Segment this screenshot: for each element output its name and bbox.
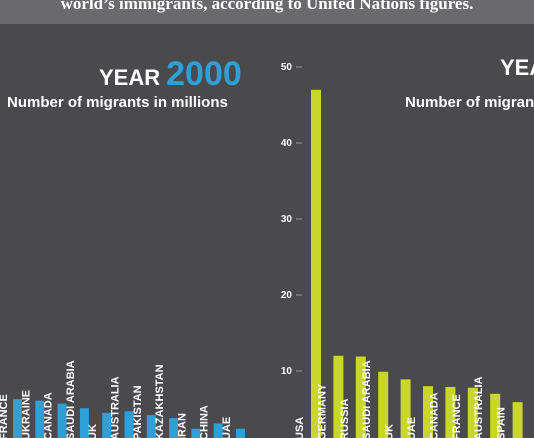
bar xyxy=(355,356,366,438)
chart-2-title: YEAR xyxy=(500,55,534,80)
bar xyxy=(311,89,321,438)
category-label: USA xyxy=(294,417,306,438)
intro-text: world’s immigrants, according to United … xyxy=(60,0,474,13)
bar xyxy=(79,408,89,438)
category-label: GERMANY xyxy=(316,383,328,438)
category-label: CHINA xyxy=(199,405,211,438)
category-label: SPAIN xyxy=(496,407,508,438)
category-label: UAE xyxy=(221,417,233,438)
category-label: IRAN xyxy=(176,413,188,438)
chart-2000-title: YEAR xyxy=(99,65,161,90)
category-label: UKRAINE xyxy=(20,390,32,438)
category-label: AUSTRALIA xyxy=(110,376,122,438)
bar xyxy=(400,379,411,438)
chart-2000-year: 2000 xyxy=(166,55,242,93)
bar xyxy=(191,428,201,438)
category-label: UK xyxy=(384,424,396,438)
category-label: SAUDI ARABIA xyxy=(65,360,77,438)
bar xyxy=(169,418,179,438)
bar xyxy=(13,399,22,438)
category-label: AUSTRALIA xyxy=(473,376,485,438)
y-tick-label: 40 xyxy=(281,138,293,149)
y-tick-label: 20 xyxy=(281,290,293,301)
bar xyxy=(378,371,389,438)
bar xyxy=(333,355,344,438)
category-label: UAE xyxy=(406,417,418,438)
bar xyxy=(490,393,501,438)
category-label: FRANCE xyxy=(0,394,10,438)
category-label: UK xyxy=(87,424,99,438)
chart-2000-subtitle: Number of migrants in millions xyxy=(7,94,228,111)
y-tick-label: 50 xyxy=(281,62,293,73)
intro-banner: world’s immigrants, according to United … xyxy=(0,0,534,24)
bar xyxy=(57,403,67,438)
category-label: FRANCE xyxy=(451,394,463,438)
bar xyxy=(423,386,433,438)
category-label: RUSSIA xyxy=(339,398,351,438)
category-label: PAKISTAN xyxy=(132,385,144,438)
category-label: CANADA xyxy=(428,392,440,438)
y-tick-label: 10 xyxy=(281,366,293,377)
bar xyxy=(35,400,45,438)
bar xyxy=(124,411,134,438)
category-label: KAZAKHSTAN xyxy=(154,364,166,438)
bar xyxy=(102,412,112,438)
category-label: CANADA xyxy=(43,392,55,438)
bar xyxy=(146,415,156,438)
category-label: SAUDI ARABIA xyxy=(361,360,373,438)
bar xyxy=(467,387,478,438)
bar xyxy=(213,423,223,438)
chart-2-heading: YEAR xyxy=(500,55,534,81)
bar xyxy=(445,386,456,438)
bar xyxy=(512,402,523,438)
chart-2000-heading: YEAR 2000 xyxy=(99,55,242,94)
chart-2-subtitle: Number of migrants in millions xyxy=(405,94,534,111)
bar xyxy=(236,428,245,438)
y-tick-label: 30 xyxy=(281,214,293,225)
